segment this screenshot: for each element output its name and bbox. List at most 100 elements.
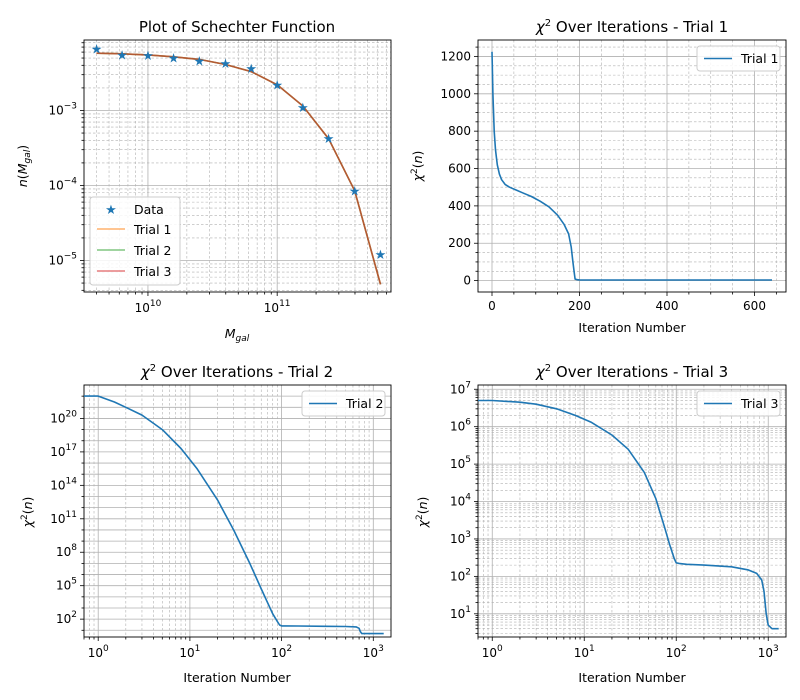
y-tick-label: 102: [56, 610, 77, 626]
chart-title: Plot of Schechter Function: [139, 18, 335, 36]
panel-trial-3: χ2 Over Iterations - Trial 3 Iteration N…: [415, 363, 787, 685]
x-tick-label: 101: [574, 644, 595, 660]
data-point: ★: [349, 184, 361, 199]
y-tick-label: 101: [450, 605, 471, 621]
x-tick-label: 600: [743, 299, 766, 313]
legend-marker-data: ★: [105, 203, 117, 218]
x-tick-label: 103: [758, 644, 779, 660]
x-axis-label: Iteration Number: [183, 670, 291, 685]
legend: Trial 1: [696, 45, 781, 72]
axes: 1010 1011 10−5 10−4 10−3: [48, 39, 392, 315]
x-tick-label: 400: [656, 299, 679, 313]
series-line: [478, 399, 779, 630]
y-tick-label: 0: [463, 274, 471, 288]
grid: [478, 40, 786, 292]
data-point: ★: [220, 57, 232, 72]
legend-frame: [696, 45, 781, 72]
y-tick-label: 102: [450, 567, 471, 583]
legend-label: Trial 2: [345, 396, 383, 411]
axes-frame: [477, 384, 787, 638]
x-tick-label: 102: [271, 644, 292, 660]
axes: 100 101 102 103 101 102 103 104 105 106 107: [450, 380, 787, 660]
grid: [477, 385, 786, 637]
x-tick-label: 101: [179, 644, 200, 660]
chart-title: χ2 Over Iterations - Trial 1: [535, 18, 728, 36]
axes-frame: [83, 39, 392, 293]
chart-title: χ2 Over Iterations - Trial 2: [140, 363, 333, 381]
y-tick-label: 103: [450, 530, 471, 546]
data-point: ★: [323, 132, 335, 147]
axes: 0 200 400 600 0 200 400 600 800 1000 1200: [440, 39, 787, 313]
y-tick-label: 1017: [50, 443, 77, 459]
series-line-trial-3: [96, 52, 382, 285]
y-axis-label: χ2(n): [410, 151, 425, 183]
x-tick-label: 103: [363, 644, 384, 660]
series-line: [491, 51, 772, 281]
data-point: ★: [116, 48, 128, 63]
x-tick-label: 100: [482, 644, 503, 660]
y-tick-label: 105: [56, 577, 77, 593]
y-tick-label: 108: [56, 543, 77, 559]
chart-title: χ2 Over Iterations - Trial 3: [535, 363, 728, 381]
data-point: ★: [168, 52, 180, 67]
legend: ★ Data Trial 1 Trial 2 Trial 3: [89, 196, 181, 286]
x-axis-label: Iteration Number: [578, 670, 686, 685]
axes-frame: [477, 39, 787, 293]
legend-frame: [696, 390, 781, 417]
x-axis-label: Mgal: [225, 326, 250, 344]
x-tick-label: 100: [88, 644, 109, 660]
data-point: ★: [194, 54, 206, 69]
data-point: ★: [271, 78, 283, 93]
y-tick-label: 1014: [50, 476, 77, 492]
legend-frame: [89, 196, 181, 286]
y-tick-label: 10−5: [48, 251, 77, 267]
panel-trial-1: χ2 Over Iterations - Trial 1 Iteration N…: [410, 18, 787, 335]
y-tick-label: 200: [448, 236, 471, 250]
y-axis-label: χ2(n): [415, 497, 430, 529]
legend: Trial 3: [696, 390, 781, 417]
y-tick-label: 104: [450, 493, 471, 509]
x-axis-label: Iteration Number: [578, 320, 686, 335]
plot-area: [491, 51, 772, 281]
y-tick-label: 105: [450, 455, 471, 471]
y-axis-label: n(Mgal): [15, 145, 33, 187]
plot-area: [478, 399, 779, 630]
y-tick-label: 1020: [50, 409, 77, 425]
y-tick-label: 10−3: [48, 101, 77, 117]
series-line: [84, 395, 384, 635]
y-tick-label: 1200: [440, 49, 471, 63]
y-tick-label: 107: [450, 380, 471, 396]
legend-label-trial-3: Trial 3: [133, 264, 171, 279]
legend: Trial 2: [301, 390, 386, 417]
panel-schechter: Plot of Schechter Function Mgal n(Mgal) …: [15, 18, 392, 344]
y-tick-label: 800: [448, 124, 471, 138]
legend-label-data: Data: [134, 202, 164, 217]
x-tick-label: 102: [666, 644, 687, 660]
plot-area: [84, 395, 384, 635]
panel-trial-2: χ2 Over Iterations - Trial 2 Iteration N…: [20, 363, 392, 685]
legend-label-trial-1: Trial 1: [133, 222, 171, 237]
x-tick-label: 1010: [135, 299, 162, 315]
y-tick-label: 400: [448, 199, 471, 213]
y-tick-label: 1011: [50, 510, 77, 526]
grid: [83, 385, 391, 637]
x-tick-label: 200: [568, 299, 591, 313]
y-tick-label: 10−4: [48, 176, 77, 192]
legend-label-trial-2: Trial 2: [133, 243, 171, 258]
data-point: ★: [91, 42, 103, 57]
x-tick-label: 1011: [264, 299, 291, 315]
legend-label: Trial 1: [740, 51, 778, 66]
axes-frame: [83, 384, 392, 638]
legend-label: Trial 3: [740, 396, 778, 411]
data-point: ★: [142, 49, 154, 64]
plot-area: ★ ★ ★ ★ ★ ★ ★ ★ ★ ★ ★ ★: [91, 42, 387, 285]
y-axis-label: χ2(n): [20, 497, 35, 529]
x-tick-label: 0: [488, 299, 496, 313]
data-point: ★: [375, 248, 387, 263]
legend-frame: [301, 390, 386, 417]
y-tick-label: 106: [450, 418, 471, 434]
y-tick-label: 1000: [440, 87, 471, 101]
data-point: ★: [245, 62, 257, 77]
axes: 100 101 102 103 102 105 108 1011 1014 1017 1020: [50, 384, 392, 660]
